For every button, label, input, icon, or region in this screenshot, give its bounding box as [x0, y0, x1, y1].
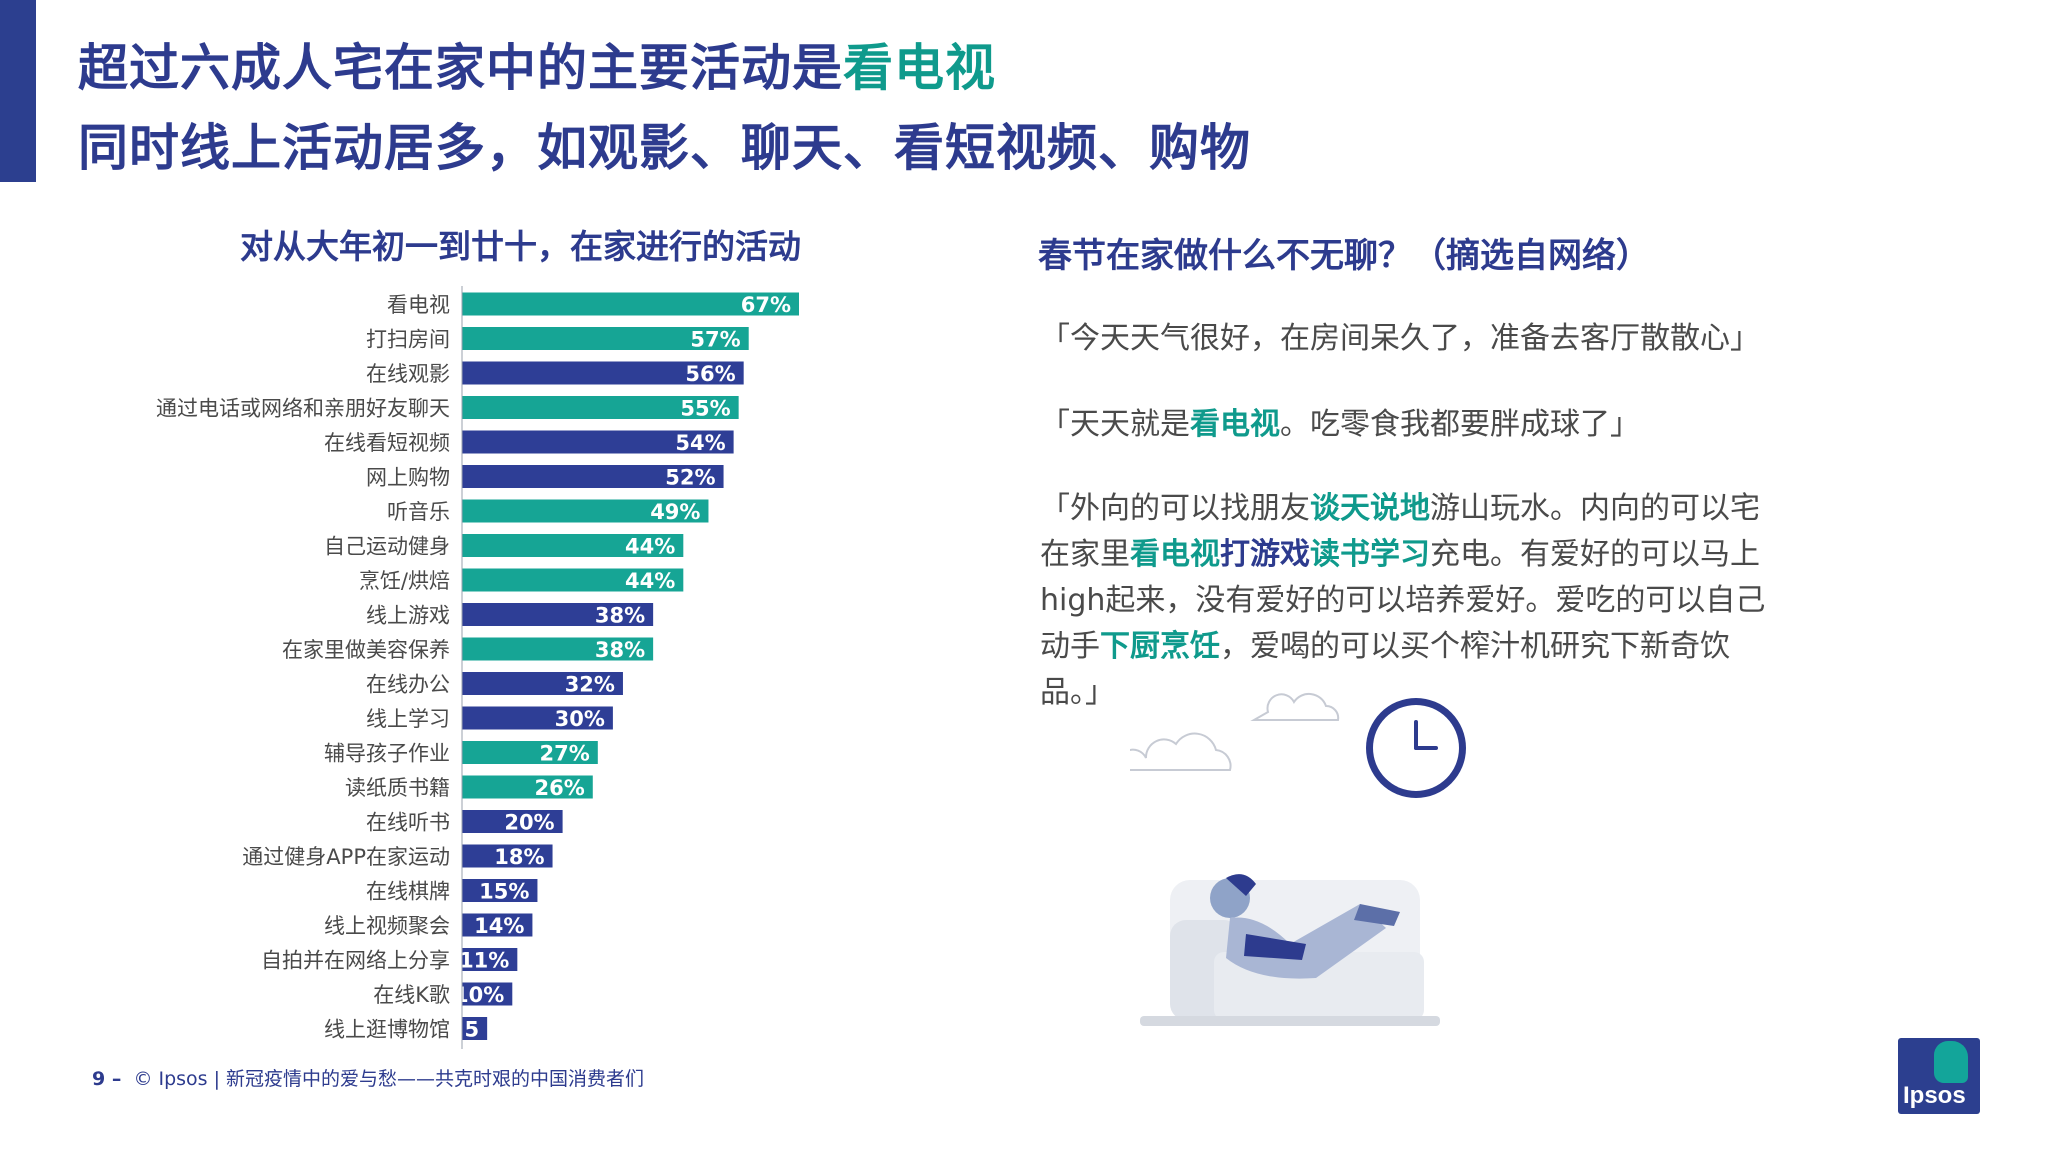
page-title-line2: 同时线上活动居多，如观影、聊天、看短视频、购物: [78, 119, 1251, 177]
activity-bar-chart: 看电视 67% 打扫房间 57% 在线观影 56% 通过电话或网络和亲朋好友聊天 55% 在线看…: [156, 286, 799, 1049]
value-label: 52%: [665, 466, 715, 490]
title-highlight: 看电视: [843, 39, 996, 97]
bar: [462, 361, 744, 385]
value-label: 30%: [555, 707, 605, 731]
bar: [462, 706, 613, 730]
bar: [462, 568, 684, 592]
bar: [462, 810, 563, 833]
value-label: 38%: [595, 604, 645, 628]
value-label: 49%: [650, 500, 700, 524]
category-label: 线上视频聚会: [324, 914, 450, 938]
bar: [462, 741, 598, 764]
quote-3: 「外向的可以找朋友谈天说地游山玩水。内向的可以宅在家里看电视打游戏读书学习充电。…: [1040, 491, 1766, 710]
ipsos-logo: Ipsos: [1898, 1038, 1980, 1114]
bar: [462, 534, 684, 557]
bar: [462, 948, 518, 971]
bar: [462, 637, 654, 661]
bar: [462, 292, 799, 316]
chart-title: 对从大年初一到廿十，在家进行的活动: [240, 227, 801, 266]
category-label: 打扫房间: [366, 328, 450, 352]
category-label: 在线K歌: [373, 983, 450, 1007]
value-label: 18%: [494, 845, 544, 869]
bar: [462, 603, 654, 626]
quote-2: 「天天就是看电视。吃零食我都要胖成球了」: [1040, 407, 1640, 442]
bar: [462, 499, 709, 523]
bar: [462, 672, 623, 695]
category-label: 辅导孩子作业: [324, 742, 450, 766]
cloud-icon: [1130, 692, 1340, 771]
value-label: 26%: [535, 776, 585, 800]
category-label: 在线看短视频: [324, 431, 450, 455]
accent-bar: [0, 0, 36, 182]
category-label: 在线办公: [366, 673, 450, 697]
value-label: 44%: [625, 535, 675, 559]
category-label: 通过健身APP在家运动: [242, 845, 450, 869]
value-label: 55%: [680, 397, 730, 421]
category-label: 线上逛博物馆: [324, 1018, 450, 1042]
value-label: 27%: [540, 742, 590, 766]
footer: 9 – © Ipsos | 新冠疫情中的爱与愁——共克时艰的中国消费者们: [92, 1068, 645, 1090]
bar: [462, 982, 513, 1006]
bar: [462, 1017, 488, 1040]
person-icon: [1210, 874, 1400, 979]
category-label: 看电视: [387, 293, 450, 317]
bar: [462, 327, 749, 350]
quote-1: 「今天天气很好，在房间呆久了，准备去客厅散散心」: [1040, 321, 1760, 356]
bar: [462, 844, 553, 868]
category-label: 在家里做美容保养: [282, 638, 450, 662]
value-label: 20%: [504, 811, 554, 835]
value-label: 67%: [741, 293, 791, 317]
category-label: 在线棋牌: [366, 880, 450, 904]
value-label: 44%: [625, 569, 675, 593]
clock-icon: [1366, 698, 1466, 798]
bar: [462, 913, 533, 937]
category-label: 在线观影: [366, 362, 450, 386]
page-title-line1: 超过六成人宅在家中的主要活动是看电视: [78, 39, 996, 97]
category-label: 听音乐: [387, 500, 450, 524]
category-label: 自拍并在网络上分享: [261, 949, 450, 973]
category-label: 在线听书: [366, 811, 450, 835]
value-label: 38%: [595, 638, 645, 662]
category-label: 线上游戏: [366, 604, 450, 628]
category-label: 线上学习: [366, 707, 450, 731]
category-label: 通过电话或网络和亲朋好友聊天: [156, 397, 450, 421]
category-label: 读纸质书籍: [345, 776, 450, 800]
value-label: 54%: [675, 431, 725, 455]
bar: [462, 879, 538, 902]
bar: [462, 430, 734, 454]
value-label: 56%: [685, 362, 735, 386]
category-label: 网上购物: [366, 466, 450, 490]
person-on-sofa-illustration: [1130, 692, 1466, 1026]
value-label: 32%: [565, 673, 615, 697]
bar: [462, 396, 739, 419]
bar: [462, 465, 724, 488]
quotes-title: 春节在家做什么不无聊？（摘选自网络）: [1038, 236, 1650, 276]
value-label: 5: [465, 1018, 480, 1042]
value-label: 11%: [459, 949, 509, 973]
value-label: 14%: [474, 914, 524, 938]
bar: [462, 775, 593, 799]
value-label: 57%: [690, 328, 740, 352]
category-label: 自己运动健身: [324, 535, 450, 559]
value-label: 15%: [479, 880, 529, 904]
category-label: 烹饪/烘焙: [359, 569, 450, 593]
